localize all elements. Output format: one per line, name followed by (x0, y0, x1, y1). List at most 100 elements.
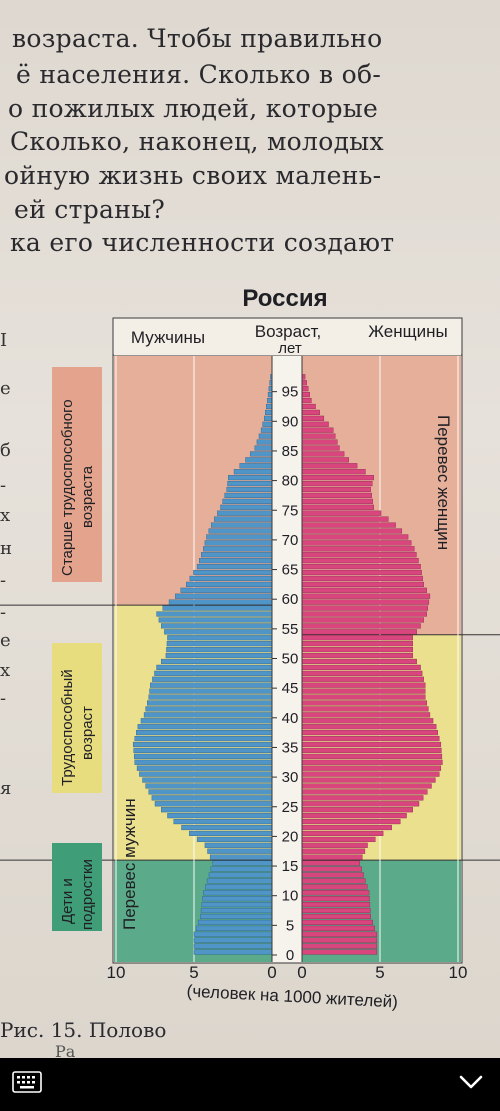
female-bar (301, 658, 417, 665)
text-line-1: возраста. Чтобы правильно (12, 24, 383, 53)
female-bar (301, 890, 370, 896)
age-tick-label: 45 (282, 680, 299, 697)
male-bar (224, 492, 273, 498)
male-bar (133, 747, 273, 753)
male-bar (161, 658, 273, 665)
x-tick-label-right: 0 (297, 963, 306, 982)
keyboard-icon[interactable] (12, 1071, 42, 1093)
text-line-7: ка его численности создают (10, 228, 395, 257)
x-ticks: 10 5 0 0 5 10 (107, 963, 468, 982)
female-bar (301, 510, 382, 516)
zone-old-left (114, 356, 272, 606)
male-bar (208, 872, 273, 878)
male-bar (258, 433, 273, 439)
population-pyramid-chart: Россия Мужчины Женщины Возраст, лет 0510… (0, 285, 500, 1012)
male-bar (167, 813, 273, 819)
text-line-2: ё населения. Сколько в об- (16, 60, 382, 89)
age-tick-label: 40 (282, 710, 299, 727)
female-bar (301, 813, 407, 819)
text-line-5: ойную жизнь своих малень- (4, 161, 382, 190)
female-bar (301, 937, 378, 943)
margin-mark: н (0, 538, 12, 559)
age-tick-label: 90 (282, 413, 299, 430)
x-tick-label-right: 5 (375, 963, 384, 982)
male-bar (210, 522, 273, 528)
female-bar (301, 836, 376, 842)
male-bar (266, 403, 273, 410)
male-bar (256, 439, 273, 445)
female-bar (301, 753, 443, 759)
female-bar (301, 854, 363, 860)
female-bar (301, 741, 442, 748)
male-bar (220, 504, 273, 510)
female-bar (301, 682, 426, 688)
navigation-bar (0, 1058, 500, 1111)
zone-label-working-line1: Трудоспособный (59, 669, 76, 786)
right-series-label: Женщины (368, 322, 447, 341)
age-tick-label: 30 (282, 769, 299, 786)
male-bar (148, 694, 273, 700)
male-bar (245, 457, 273, 463)
male-bar (193, 937, 273, 943)
female-bar (301, 949, 378, 955)
age-tick-label: 20 (282, 828, 299, 845)
female-bar (301, 706, 429, 712)
female-bar (301, 824, 392, 831)
female-bar (301, 771, 440, 777)
chevron-down-icon[interactable] (456, 1070, 486, 1094)
male-bar (209, 854, 273, 860)
male-bar (142, 777, 273, 783)
female-bar (301, 670, 423, 676)
age-tick-label: 70 (282, 532, 299, 549)
female-bar (301, 516, 389, 522)
female-bar (301, 896, 370, 902)
male-bar (145, 783, 273, 789)
age-tick-label: 80 (282, 473, 299, 490)
female-bar (301, 759, 443, 765)
x-tick-label-left: 10 (107, 963, 126, 982)
female-bar (301, 427, 334, 433)
female-bar (301, 700, 428, 706)
female-bar (301, 486, 371, 493)
female-bar (301, 735, 440, 742)
male-bar (196, 836, 273, 842)
male-bar (254, 445, 273, 451)
margin-mark: - (0, 475, 7, 496)
female-bar (301, 730, 438, 736)
male-bar (168, 599, 273, 605)
male-bar (202, 896, 273, 902)
margin-mark: x (0, 660, 11, 681)
female-bar (301, 463, 358, 469)
figure-caption-continued: Ра (55, 1042, 76, 1058)
male-bar (193, 949, 273, 955)
female-bar (301, 801, 420, 807)
female-bar (301, 386, 309, 392)
female-bar (301, 528, 403, 534)
male-bar (227, 481, 273, 487)
female-bar (301, 451, 345, 457)
male-bar (134, 759, 273, 765)
female-bar (301, 403, 316, 410)
female-bar (301, 830, 384, 837)
female-bar (301, 783, 432, 789)
female-bar (301, 475, 374, 481)
male-bar (206, 534, 273, 540)
male-bar (151, 795, 273, 801)
margin-mark: x (0, 505, 11, 526)
female-bar (301, 919, 373, 925)
female-bar (301, 789, 428, 795)
text-line-6: ей страны? (14, 195, 166, 224)
female-bar (301, 848, 366, 854)
male-bar (203, 890, 273, 896)
female-bar (301, 664, 421, 670)
female-bar (301, 878, 366, 884)
margin-mark: e (0, 630, 11, 651)
male-bar (166, 647, 273, 653)
female-bar (301, 546, 415, 552)
female-bar (301, 433, 336, 439)
female-bar (301, 724, 437, 730)
figure-caption: Рис. 15. Полово (0, 1018, 167, 1042)
age-tick-label: 35 (282, 739, 299, 756)
male-bar (201, 902, 273, 908)
male-bar (214, 516, 273, 522)
